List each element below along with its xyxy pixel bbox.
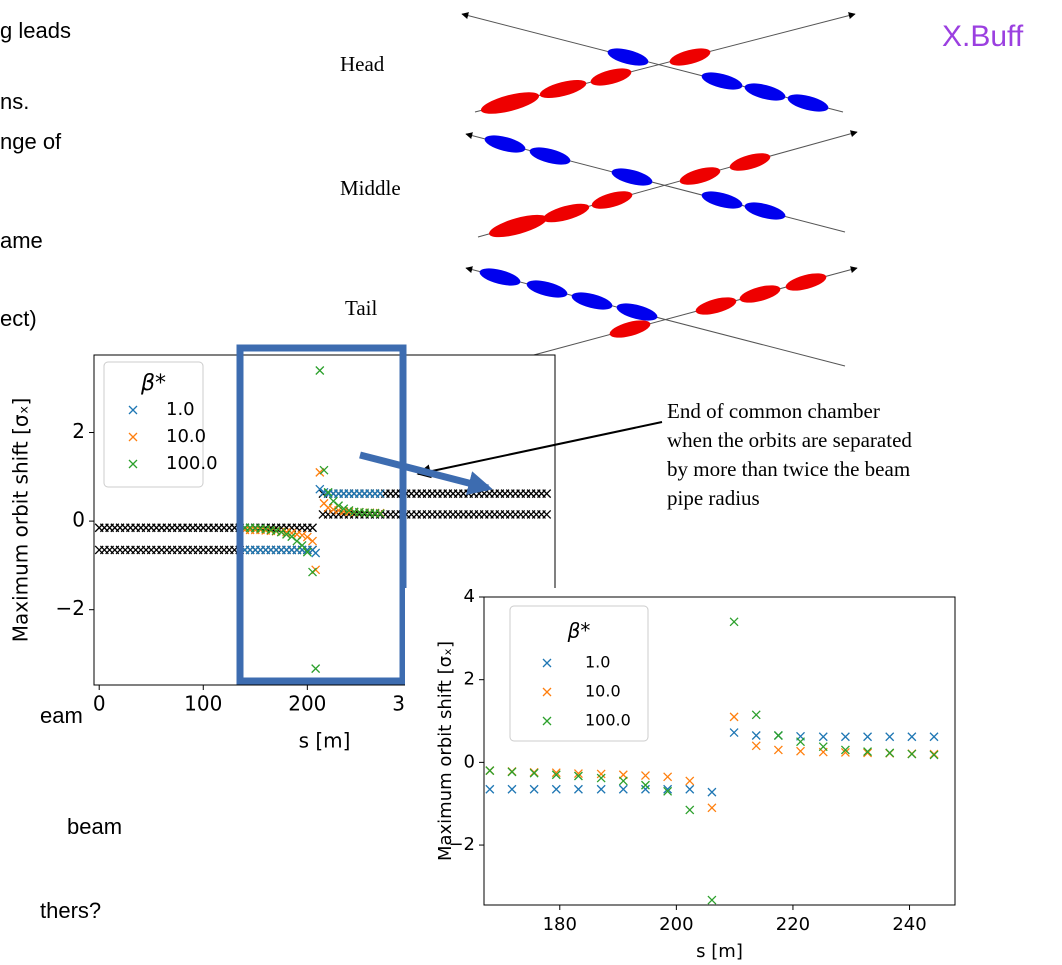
annotation-line: by more than twice the beam <box>667 457 910 481</box>
legend-title: β* <box>567 619 591 643</box>
legend-label: 1.0 <box>585 653 610 672</box>
text-line: eam <box>40 703 83 728</box>
x-tick-label: 100 <box>184 692 222 716</box>
x-tick-label: 200 <box>288 692 326 716</box>
legend-title: β* <box>140 371 166 396</box>
y-tick-label: −2 <box>56 596 85 620</box>
text-line: ns. <box>0 89 29 114</box>
diagram-label: Middle <box>340 176 401 200</box>
x-axis-label: s [m] <box>696 941 743 962</box>
legend-label: 100.0 <box>166 453 218 474</box>
diagram-label: Tail <box>345 296 378 320</box>
slide-title: X.Buff <box>942 20 1024 53</box>
legend-label: 10.0 <box>585 682 621 701</box>
x-axis-label: s [m] <box>299 729 351 753</box>
x-tick-label: 240 <box>892 914 926 935</box>
legend-label: 1.0 <box>166 399 195 420</box>
text-line: thers? <box>40 898 101 923</box>
body: { "slide_title": "X.Buff", "slide_text":… <box>0 0 1062 965</box>
text-line: g leads <box>0 18 71 43</box>
y-axis-label: Maximum orbit shift [σₓ] <box>9 398 33 643</box>
y-tick-label: 4 <box>464 586 475 607</box>
y-axis-label: Maximum orbit shift [σₓ] <box>435 641 456 861</box>
text-line: ame <box>0 228 43 253</box>
page: body { margin: 0; background: #fff; font… <box>0 0 1062 965</box>
text-line: beam <box>67 814 122 839</box>
legend: β* 1.0 10.0 100.0 <box>510 606 648 741</box>
legend-label: 100.0 <box>585 711 631 730</box>
x-tick-label: 180 <box>543 914 577 935</box>
x-tick-label: 0 <box>93 692 106 716</box>
slide: g leads ns. nge of ame ect) eam beam the… <box>0 0 1062 965</box>
x-tick-label: 220 <box>776 914 810 935</box>
annotation-line: when the orbits are separated <box>667 428 912 452</box>
annotation-line: End of common chamber <box>667 399 880 423</box>
legend: β*1.0 10.0 100.0 <box>104 362 218 487</box>
y-tick-label: 2 <box>72 419 85 443</box>
diagram-label: Head <box>340 52 385 76</box>
y-tick-label: 0 <box>464 751 475 772</box>
annotation-line: pipe radius <box>667 486 760 510</box>
text-line: ect) <box>0 306 37 331</box>
y-tick-label: 0 <box>72 508 85 532</box>
x-tick-label: 200 <box>659 914 693 935</box>
y-tick-label: 2 <box>464 669 475 690</box>
text-line: nge of <box>0 129 62 154</box>
legend-label: 10.0 <box>166 426 206 447</box>
